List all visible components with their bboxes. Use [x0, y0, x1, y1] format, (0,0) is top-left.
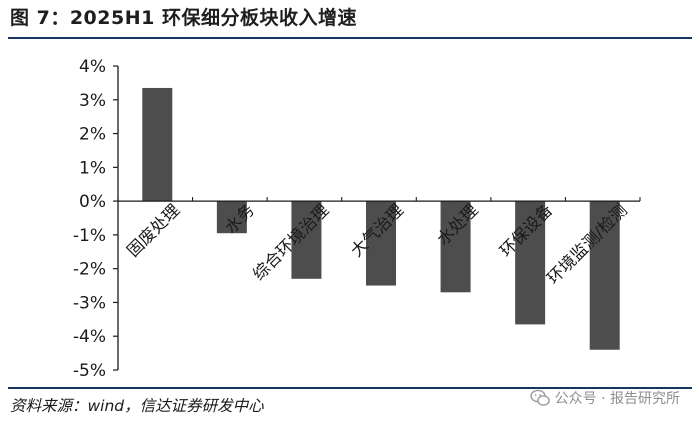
bar	[589, 201, 620, 350]
bar	[291, 201, 322, 279]
watermark: 公众号 · 报告研究所	[529, 386, 680, 410]
y-tick-label: 2%	[79, 125, 106, 145]
y-tick-label: -2%	[73, 260, 106, 280]
y-tick-label: 4%	[79, 57, 106, 77]
source-note: 资料来源：wind，信达证券研发中心	[10, 397, 264, 415]
title-rule	[8, 37, 692, 39]
source-rule	[8, 387, 692, 389]
y-tick-label: 3%	[79, 91, 106, 111]
y-tick-label: -3%	[73, 293, 106, 313]
bar	[142, 87, 173, 202]
bar	[366, 201, 396, 286]
chart-title: 图 7：2025H1 环保细分板块收入增速	[10, 7, 357, 29]
bars-group	[117, 87, 641, 350]
y-tick-label: -1%	[73, 226, 106, 246]
y-tick-label: -5%	[73, 361, 106, 381]
y-axis: 4% 3% 2% 1% 0% -1% -2% -3% -4% -5%	[73, 57, 119, 381]
y-tick-label: -4%	[73, 327, 106, 347]
y-tick-label: 1%	[79, 158, 106, 178]
x-category-label: 固废处理	[123, 201, 183, 261]
bar	[440, 201, 471, 293]
watermark-text: 公众号 · 报告研究所	[554, 391, 680, 407]
y-tick-label: 0%	[79, 192, 106, 212]
bar	[515, 201, 546, 325]
wechat-icon	[529, 389, 550, 406]
bar	[216, 201, 247, 234]
